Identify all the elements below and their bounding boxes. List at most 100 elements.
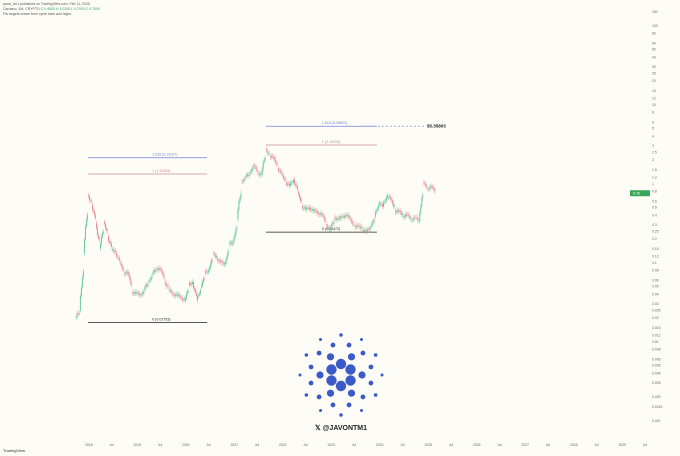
candle-body [176, 294, 178, 296]
candle-body [263, 159, 265, 163]
cardano-logo-dot [316, 350, 322, 356]
candle-body [245, 176, 247, 178]
y-tick-label: 12 [652, 97, 656, 101]
candle-body [139, 293, 141, 296]
candle-body [309, 207, 311, 210]
candle-body [362, 230, 364, 232]
candle-body [316, 210, 318, 213]
candle-body [249, 172, 251, 175]
y-tick-label: 0.8 [652, 189, 657, 193]
candle-body [355, 225, 357, 228]
cardano-logo-dot [339, 333, 343, 337]
y-tick-label: 0.15 [652, 247, 659, 251]
cardano-logo-dot [360, 337, 363, 341]
tradingview-brand[interactable]: TradingView [3, 448, 26, 453]
candle-body [377, 205, 379, 209]
candle-body [103, 231, 104, 233]
y-tick-label: 8 [652, 110, 654, 114]
candle-body [345, 215, 347, 216]
candle-body [418, 220, 420, 221]
candle-body [371, 221, 373, 226]
candle-body [125, 273, 127, 275]
candle-body [427, 188, 429, 190]
candle-body [295, 184, 296, 186]
candle-body [326, 224, 328, 227]
cardano-logo-dot [373, 393, 378, 397]
candle-body [197, 295, 198, 301]
candle-body [423, 182, 425, 184]
x-tick-label: 2020 [182, 443, 190, 447]
current-price-label: 0.76 [633, 192, 640, 196]
candle-body [325, 220, 327, 222]
cardano-logo-dot [345, 364, 356, 375]
candle-body [276, 163, 278, 165]
candle-body [77, 313, 79, 314]
candle-body [135, 292, 137, 294]
y-tick-label: 10 [652, 103, 656, 107]
candle-body [282, 174, 283, 176]
y-tick-label: 6 [652, 120, 654, 124]
candle-body [393, 203, 394, 207]
candle-body [182, 299, 184, 301]
symbol-line: Cardano, 1M, CRYPTO O 0.9500 H 1.0200 L … [3, 7, 100, 11]
candle-body [172, 294, 174, 296]
candle-body [233, 238, 235, 243]
x-tick-label: Jul [449, 443, 454, 447]
symbol[interactable]: Cardano, 1M, CRYPTO [3, 7, 40, 11]
y-tick-label: 0.0015 [652, 405, 662, 409]
candle-body [109, 240, 111, 242]
x-logo-icon: 𝕏 [315, 425, 321, 432]
candle-body [215, 255, 217, 258]
candle-body [367, 228, 369, 230]
candle-body [317, 211, 319, 213]
cardano-logo-dot [346, 342, 352, 348]
candle-body [433, 187, 435, 191]
candle-body [324, 217, 326, 221]
candle-body [205, 271, 207, 274]
candle-body [413, 217, 415, 221]
y-tick-label: 0.04 [652, 292, 659, 296]
cardano-logo-dot [326, 364, 337, 375]
candle-body [298, 192, 299, 194]
y-tick-label: 0.4 [652, 213, 657, 217]
candle-body [191, 283, 192, 285]
candle-body [119, 257, 121, 261]
candle-body [137, 292, 139, 293]
candle-body [195, 289, 196, 293]
candle-body [426, 186, 428, 188]
cardano-logo-dot [380, 373, 384, 377]
x-tick-label: Jul [109, 443, 114, 447]
candle-body [202, 281, 203, 286]
candle-body [196, 292, 197, 297]
candle-body [368, 228, 370, 230]
y-tick-label: 0.001 [652, 419, 661, 423]
candle-body [327, 226, 329, 229]
candle-body [90, 200, 91, 201]
candle-body [321, 213, 323, 215]
y-tick-label: 0.25 [652, 229, 659, 233]
candle-body [80, 287, 82, 296]
candle-body [237, 209, 239, 220]
candle-body [76, 313, 78, 317]
candle-body [120, 262, 122, 264]
candle-body [374, 211, 376, 218]
candle-body [247, 174, 249, 176]
candle-body [136, 292, 138, 294]
candle-body [331, 223, 333, 227]
candle-body [230, 242, 232, 243]
cardano-logo-dot [360, 409, 363, 413]
candle-body [344, 215, 346, 218]
candle-body [203, 278, 204, 282]
fib-level-label: 1 (3.10000) [322, 140, 340, 144]
candle-body [164, 281, 166, 284]
x-tick-label: 2019 [134, 443, 142, 447]
candle-body [79, 295, 81, 311]
cardano-logo-dot [308, 364, 314, 370]
candle-body [106, 228, 107, 231]
candle-body [284, 178, 285, 180]
candle-body [363, 229, 365, 232]
candle-body [219, 260, 221, 262]
y-tick-label: 4 [652, 134, 654, 138]
candle-body [201, 285, 202, 288]
